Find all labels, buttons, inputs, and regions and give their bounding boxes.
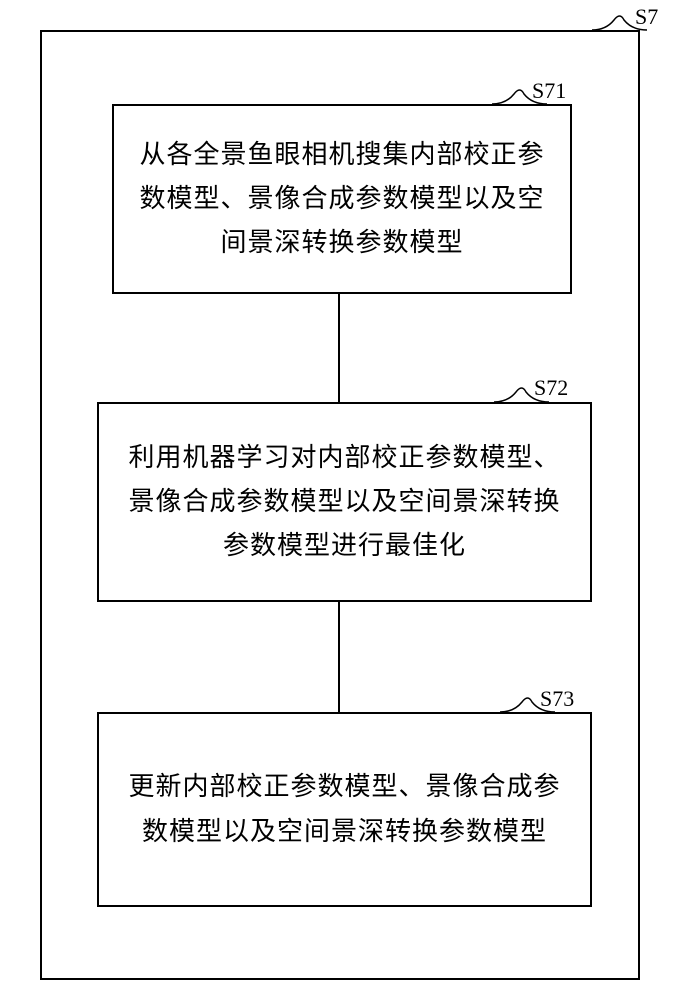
connector-1-2 bbox=[338, 294, 340, 402]
callout-curve-s73 bbox=[500, 692, 555, 714]
connector-2-3 bbox=[338, 602, 340, 712]
flowchart-container: S71 从各全景鱼眼相机搜集内部校正参数模型、景像合成参数模型以及空间景深转换参… bbox=[40, 30, 640, 980]
step1-text: 从各全景鱼眼相机搜集内部校正参数模型、景像合成参数模型以及空间景深转换参数模型 bbox=[139, 133, 545, 266]
callout-curve-s71 bbox=[492, 84, 547, 106]
step3-box: 更新内部校正参数模型、景像合成参数模型以及空间景深转换参数模型 bbox=[97, 712, 592, 907]
step1-box: 从各全景鱼眼相机搜集内部校正参数模型、景像合成参数模型以及空间景深转换参数模型 bbox=[112, 104, 572, 294]
callout-curve-s72 bbox=[494, 382, 549, 404]
step3-text: 更新内部校正参数模型、景像合成参数模型以及空间景深转换参数模型 bbox=[124, 765, 565, 853]
step2-box: 利用机器学习对内部校正参数模型、景像合成参数模型以及空间景深转换参数模型进行最佳… bbox=[97, 402, 592, 602]
step2-text: 利用机器学习对内部校正参数模型、景像合成参数模型以及空间景深转换参数模型进行最佳… bbox=[124, 436, 565, 569]
